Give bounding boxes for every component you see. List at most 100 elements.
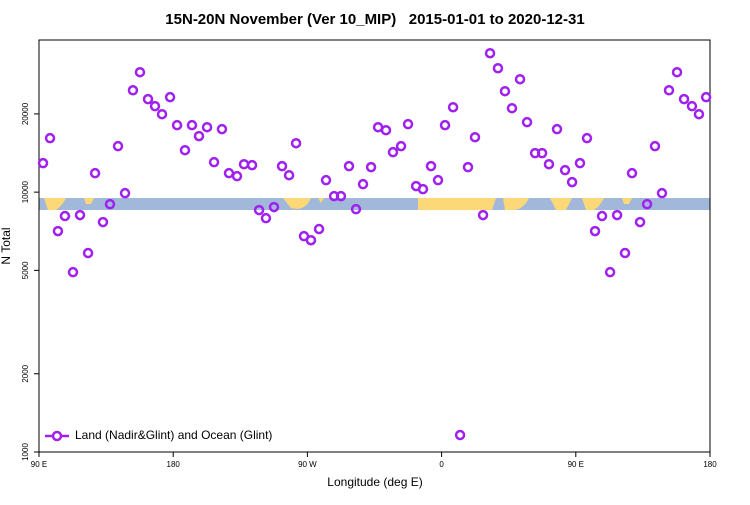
data-point xyxy=(97,216,109,228)
data-point xyxy=(506,102,518,114)
data-point xyxy=(149,100,161,112)
data-point xyxy=(313,223,325,235)
legend-marker xyxy=(51,430,63,442)
data-point xyxy=(283,169,295,181)
data-point xyxy=(343,160,355,172)
data-point xyxy=(193,130,205,142)
data-point xyxy=(484,47,496,59)
data-point xyxy=(551,123,563,135)
data-point xyxy=(469,131,481,143)
data-point xyxy=(320,174,332,186)
data-point xyxy=(439,119,451,131)
data-point xyxy=(164,91,176,103)
data-point xyxy=(208,156,220,168)
data-point xyxy=(52,225,64,237)
data-point xyxy=(656,187,668,199)
data-point xyxy=(89,167,101,179)
data-point xyxy=(179,144,191,156)
data-point xyxy=(335,190,347,202)
data-point xyxy=(626,167,638,179)
x-tick-label: 0 xyxy=(439,460,444,469)
data-point xyxy=(142,93,154,105)
data-point xyxy=(231,170,243,182)
data-point xyxy=(499,85,511,97)
data-point xyxy=(700,91,712,103)
data-point xyxy=(686,100,698,112)
data-point xyxy=(649,140,661,152)
data-point xyxy=(514,73,526,85)
data-point xyxy=(350,203,362,215)
y-axis-label: N Total xyxy=(0,227,13,264)
data-point xyxy=(559,164,571,176)
data-point xyxy=(641,198,653,210)
data-point xyxy=(74,209,86,221)
data-point xyxy=(543,158,555,170)
data-point xyxy=(663,85,675,96)
x-tick-label: 90 W xyxy=(298,460,317,469)
data-point xyxy=(37,157,49,169)
x-axis-label: Longitude (deg E) xyxy=(327,475,422,489)
data-point xyxy=(357,178,369,190)
data-point xyxy=(201,121,213,133)
data-point xyxy=(380,124,392,136)
y-tick-label: 5000 xyxy=(21,261,30,279)
data-point xyxy=(462,161,474,173)
data-point xyxy=(290,137,302,149)
data-point xyxy=(671,66,683,78)
data-point xyxy=(521,116,533,128)
y-tick-label: 20000 xyxy=(21,102,30,125)
data-point xyxy=(417,183,429,195)
x-tick-label: 180 xyxy=(703,460,717,469)
data-point xyxy=(134,66,146,78)
y-tick-label: 2000 xyxy=(21,364,30,382)
plot-frame xyxy=(38,39,711,453)
data-point xyxy=(678,93,690,105)
data-point xyxy=(589,225,601,237)
y-tick-label: 10000 xyxy=(21,180,30,203)
data-point xyxy=(596,210,608,222)
legend-label: Land (Nadir&Glint) and Ocean (Glint) xyxy=(75,428,272,442)
land-shapes xyxy=(44,198,632,210)
data-point xyxy=(44,132,56,144)
data-point xyxy=(566,176,578,188)
data-point xyxy=(260,212,272,224)
data-point xyxy=(477,209,489,221)
data-point xyxy=(171,119,183,131)
x-tick-label: 90 E xyxy=(31,460,47,469)
data-point xyxy=(253,204,265,216)
data-point xyxy=(246,159,258,171)
data-point xyxy=(59,210,71,222)
data-point xyxy=(611,209,623,221)
data-point xyxy=(581,132,593,144)
data-point xyxy=(216,123,228,135)
data-point xyxy=(619,247,631,259)
data-point xyxy=(268,201,280,213)
data-point xyxy=(156,108,168,120)
data-point xyxy=(365,161,377,173)
data-point xyxy=(387,146,399,158)
data-point xyxy=(104,198,116,210)
data-point xyxy=(112,140,124,152)
data-point xyxy=(574,157,586,169)
data-point xyxy=(276,160,288,172)
data-point xyxy=(693,108,705,120)
data-point xyxy=(67,266,79,278)
ocean-band xyxy=(39,198,710,210)
data-point xyxy=(82,247,94,259)
data-point xyxy=(186,119,198,131)
data-point xyxy=(402,118,414,130)
data-point xyxy=(536,147,548,159)
data-point xyxy=(119,187,131,199)
data-point xyxy=(634,216,646,228)
data-point xyxy=(395,140,407,152)
data-point xyxy=(127,85,139,96)
x-tick-label: 90 E xyxy=(568,460,584,469)
data-point xyxy=(447,101,459,113)
land-ocean-strip xyxy=(39,198,710,210)
data-point xyxy=(425,160,437,172)
data-point xyxy=(492,62,504,74)
chart-title: 15N-20N November (Ver 10_MIP) 2015-01-01… xyxy=(165,11,584,28)
data-point xyxy=(432,174,444,186)
